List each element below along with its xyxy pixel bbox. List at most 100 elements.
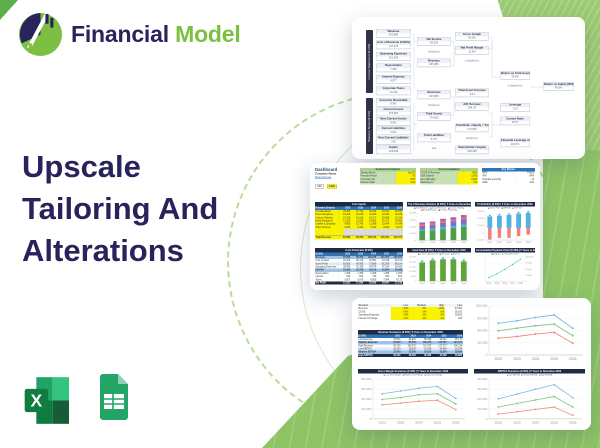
svg-text:100,000: 100,000 bbox=[525, 257, 534, 259]
flow-operator: multiplied by bbox=[464, 59, 480, 63]
key-metrics-table: Key Metrics NPV 74,801 IRR 64% Payback (month… bbox=[482, 168, 535, 185]
line-marker bbox=[553, 406, 556, 409]
table-cell: 915 bbox=[445, 316, 463, 321]
flow-box-value: 33.57 bbox=[511, 121, 519, 125]
line-marker bbox=[534, 333, 537, 336]
legend-label: High EBITDA bbox=[540, 374, 553, 377]
svg-text:25,000: 25,000 bbox=[409, 257, 417, 259]
table-cell: 6,855 bbox=[364, 278, 378, 282]
table-row: Marketing % 5% bbox=[420, 181, 478, 185]
flow-box-value: 635,880 bbox=[388, 33, 399, 37]
table-cell: 24,638 bbox=[432, 347, 448, 351]
table-cell: 6,820 bbox=[351, 225, 365, 230]
svg-text:0: 0 bbox=[486, 353, 488, 357]
table-cell: 41,195 bbox=[351, 265, 365, 269]
table-cell: 95,700 bbox=[386, 344, 402, 348]
table-row: Other Services 6,200 6,820 7,502 8,252 9,077 bbox=[315, 225, 404, 230]
table-cell: 105,270 bbox=[364, 235, 378, 240]
line-marker bbox=[534, 316, 537, 319]
svg-text:0: 0 bbox=[370, 417, 372, 421]
flow-box: Gross margin 69.0% bbox=[455, 32, 489, 41]
table-cell: Low EBITDA bbox=[358, 347, 386, 351]
line-marker bbox=[495, 273, 498, 275]
flow-box-value: 39.6% bbox=[511, 75, 519, 79]
table-cell: 25,200 bbox=[338, 209, 352, 214]
svg-text:-10,000: -10,000 bbox=[477, 240, 485, 242]
legend-item: Net Profit bbox=[511, 207, 522, 209]
bar-segment bbox=[419, 222, 426, 225]
table-cell: 2022 bbox=[338, 206, 352, 210]
table-cell: 733 bbox=[364, 275, 378, 279]
table-cell: 8,252 bbox=[377, 225, 391, 230]
table-cell: ($ 000) bbox=[315, 252, 339, 256]
svg-text:20,000: 20,000 bbox=[361, 407, 371, 411]
line-marker bbox=[515, 319, 518, 322]
bar-segment bbox=[429, 222, 436, 225]
flow-box-value: 284.24 bbox=[468, 106, 476, 110]
table-row: Payback (months) 22 bbox=[482, 177, 535, 182]
legend-item: Payback bbox=[491, 253, 501, 255]
line-marker bbox=[534, 408, 537, 411]
table-cell: Interest % Change bbox=[358, 316, 391, 321]
table-cell: 60,900 bbox=[338, 262, 352, 266]
svg-text:10,000: 10,000 bbox=[409, 233, 417, 235]
table-cell: 2022 bbox=[385, 334, 402, 338]
flow-box-value: 4,941 bbox=[390, 131, 397, 135]
bar-marker bbox=[431, 258, 435, 261]
table-cell: 29,610 bbox=[416, 350, 433, 354]
table-cell: 41% bbox=[516, 181, 535, 185]
legend-swatch bbox=[501, 207, 504, 209]
dashboard-header: Dashboard Company Name Model Structure U… bbox=[315, 167, 358, 190]
table-cell: Payback (months) bbox=[482, 177, 517, 182]
svg-text:2022: 2022 bbox=[495, 421, 503, 425]
bar-segment bbox=[429, 260, 436, 282]
table-cell: 33,541 bbox=[377, 209, 391, 214]
svg-text:2024: 2024 bbox=[532, 421, 540, 425]
table-cell: 38,698 bbox=[390, 268, 404, 272]
legend-label: Suit Alterations bbox=[415, 207, 429, 210]
table-cell: ROE bbox=[482, 181, 517, 185]
table-cell: Staff Salaries bbox=[420, 174, 458, 178]
table-header: General Assumptions bbox=[360, 168, 416, 172]
svg-text:40,000: 40,000 bbox=[477, 377, 487, 381]
legend-swatch bbox=[506, 374, 509, 376]
gross-margin-scenarios-chart: Gross Margin Scenarios ($ 000) | 5 Years… bbox=[358, 369, 468, 425]
line-marker bbox=[515, 393, 518, 396]
profitability-chart: Profitability ($ 000) | 5 Years to Decem… bbox=[475, 202, 535, 244]
svg-text:0: 0 bbox=[415, 281, 417, 283]
table-cell: 642 bbox=[377, 275, 391, 279]
table-cell: 16,371 bbox=[377, 219, 391, 223]
legend-label: Balance bbox=[453, 253, 460, 256]
line-marker bbox=[515, 402, 518, 405]
core-financials-panel: Core Financials ($ 000) ($ 000) 2022 2023 20… bbox=[315, 248, 404, 285]
svg-text:2024: 2024 bbox=[506, 242, 512, 244]
legend-swatch bbox=[447, 207, 450, 209]
table-cell: 25,795 bbox=[401, 350, 417, 354]
legend-swatch bbox=[430, 207, 432, 209]
table-cell: 14,883 bbox=[364, 219, 378, 223]
legend-swatch bbox=[383, 374, 386, 376]
table-header: Key Metrics bbox=[482, 168, 535, 172]
table-cell: 64% bbox=[516, 174, 535, 178]
flow-box-value: 10.9% bbox=[468, 50, 476, 54]
svg-text:X: X bbox=[30, 391, 42, 411]
flow-box-label: Leverage bbox=[500, 103, 530, 108]
balance-sheet-sidebar: Balance Sheet ($ 000) bbox=[366, 98, 373, 154]
line-marker bbox=[497, 329, 500, 332]
legend-item: Low Gross Margin bbox=[383, 374, 401, 376]
legend-label: Custom Tailoring bbox=[449, 207, 465, 210]
table-cell: 2026 bbox=[447, 334, 464, 338]
line-marker bbox=[399, 402, 402, 405]
bar-segment bbox=[450, 217, 457, 220]
table-row: Revenue -10% 0% +10% 87,000 bbox=[358, 307, 463, 311]
table-cell: 89,164 bbox=[390, 262, 404, 266]
table-row: Revenue 87,000 95,700 105,270 115,797 127,377 bbox=[315, 255, 404, 260]
table-cell: 34,739 bbox=[377, 259, 391, 263]
chart-legend: Low EBITDA Medium EBITDA High EBITDA bbox=[474, 374, 585, 377]
bar-segment bbox=[429, 230, 436, 241]
svg-text:80,000: 80,000 bbox=[361, 377, 371, 381]
corner-triangle-decoration bbox=[0, 0, 18, 20]
